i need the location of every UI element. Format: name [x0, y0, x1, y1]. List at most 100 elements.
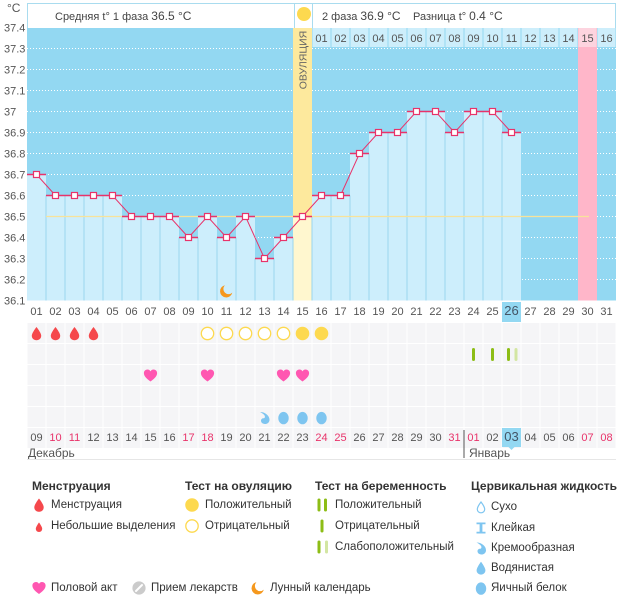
- y-tick-label: 36.9: [4, 128, 25, 140]
- pregnancy-test-weak-icon: [507, 348, 518, 361]
- legend-label: Кремообразная: [491, 542, 575, 554]
- event-cell: [46, 407, 65, 427]
- ovulation-sun-icon: [297, 7, 311, 21]
- event-cell: [426, 386, 445, 406]
- legend-label: Положительный: [335, 499, 422, 511]
- event-cell: [483, 386, 502, 406]
- ovulation-test-positive-icon: [295, 326, 310, 341]
- temperature-bar: [483, 111, 502, 301]
- temperature-bar: [331, 195, 350, 301]
- cycle-day-label: 19: [372, 306, 384, 318]
- phase2-label: 2 фаза: [322, 11, 358, 23]
- event-cell: [103, 365, 122, 385]
- event-cell: [540, 407, 559, 427]
- cycle-day-label: 01: [30, 306, 42, 318]
- calendar-date-label: 08: [600, 432, 612, 444]
- event-cell: [597, 365, 616, 385]
- date-cell: [27, 428, 46, 448]
- pill-icon: [132, 581, 146, 595]
- cycle-day-label: 27: [524, 306, 536, 318]
- event-cell: [350, 407, 369, 427]
- date-cell: [312, 428, 331, 448]
- date-cell: [217, 428, 236, 448]
- cervical-egg-white-icon: [316, 411, 327, 425]
- temperature-point: [70, 191, 79, 200]
- heart-icon: [32, 581, 46, 595]
- temperature-point: [146, 212, 155, 221]
- temperature-point: [222, 233, 231, 242]
- cycle-day-label: 20: [391, 306, 403, 318]
- calendar-date-label: 30: [429, 432, 441, 444]
- date-cell: [236, 428, 255, 448]
- date-cell: [350, 428, 369, 448]
- temperature-point: [393, 128, 402, 137]
- temperature-point: [336, 191, 345, 200]
- date-cell: [407, 428, 426, 448]
- ovulation-label: ОВУЛЯЦИЯ: [298, 31, 310, 90]
- temperature-bar: [464, 111, 483, 301]
- event-cell: [179, 386, 198, 406]
- phase2-day-label: 13: [543, 33, 555, 45]
- phase-summary-header: Средняя t° 1 фаза 36.5 °C 2 фаза 36.9 °C Р…: [27, 3, 616, 28]
- event-cell: [483, 323, 502, 343]
- event-cell: [236, 365, 255, 385]
- cervical-creamy-icon: [260, 412, 270, 424]
- creamy-icon: [474, 541, 488, 555]
- calendar-date-label: 28: [391, 432, 403, 444]
- cycle-day-label: 18: [353, 306, 365, 318]
- legend-item-ovulation-negative: Отрицательный: [185, 518, 290, 534]
- event-cell: [559, 407, 578, 427]
- event-cell: [84, 386, 103, 406]
- event-cell: [502, 323, 521, 343]
- legend-label: Небольшие выделения: [51, 520, 176, 532]
- cycle-day-label: 09: [182, 306, 194, 318]
- event-cell: [65, 386, 84, 406]
- event-cell: [426, 344, 445, 364]
- temperature-point: [298, 212, 307, 221]
- temperature-bar: [179, 237, 198, 301]
- event-cell: [407, 407, 426, 427]
- temperature-bar: [274, 237, 293, 301]
- event-cell: [540, 386, 559, 406]
- date-cell: [198, 428, 217, 448]
- phase2-day-label: 14: [562, 33, 574, 45]
- calendar-date-label: 03: [504, 429, 518, 444]
- event-cell: [217, 365, 236, 385]
- event-cell: [27, 407, 46, 427]
- event-cell: [255, 407, 274, 427]
- cycle-day-label: 02: [49, 306, 61, 318]
- event-cell: [578, 407, 597, 427]
- event-cell: [65, 344, 84, 364]
- calendar-date-label: 17: [182, 432, 194, 444]
- event-cell: [521, 386, 540, 406]
- legend-item-cervical-sticky: Клейкая: [474, 520, 535, 536]
- calendar-date-label: 18: [201, 432, 213, 444]
- diff-value: 0.4 °C: [469, 9, 503, 23]
- temperature-point: [317, 191, 326, 200]
- heart-icon: [295, 369, 310, 382]
- temperature-bar: [141, 216, 160, 301]
- event-cell: [236, 407, 255, 427]
- faint-double-bar-icon: [315, 540, 329, 554]
- temperature-point: [203, 212, 212, 221]
- event-cell: [65, 407, 84, 427]
- legend-label: Положительный: [205, 499, 292, 511]
- event-cell: [578, 344, 597, 364]
- temperature-bar: [160, 216, 179, 301]
- calendar-date-label: 06: [562, 432, 574, 444]
- legend-title-ovulation-test: Тест на овуляцию: [185, 479, 292, 493]
- event-cell: [236, 386, 255, 406]
- phase2-day-label: 02: [334, 33, 346, 45]
- event-cell: [369, 344, 388, 364]
- event-cell: [84, 365, 103, 385]
- event-cell: [540, 344, 559, 364]
- event-cell: [141, 344, 160, 364]
- phase2-day-cell: [578, 28, 597, 47]
- phase2-day-cell: [521, 28, 540, 47]
- event-cell: [312, 344, 331, 364]
- cycle-day-label: 05: [106, 306, 118, 318]
- event-cell: [236, 344, 255, 364]
- cycle-day-label: 24: [467, 306, 479, 318]
- hollow-circle-icon: [185, 519, 199, 533]
- event-cell: [426, 407, 445, 427]
